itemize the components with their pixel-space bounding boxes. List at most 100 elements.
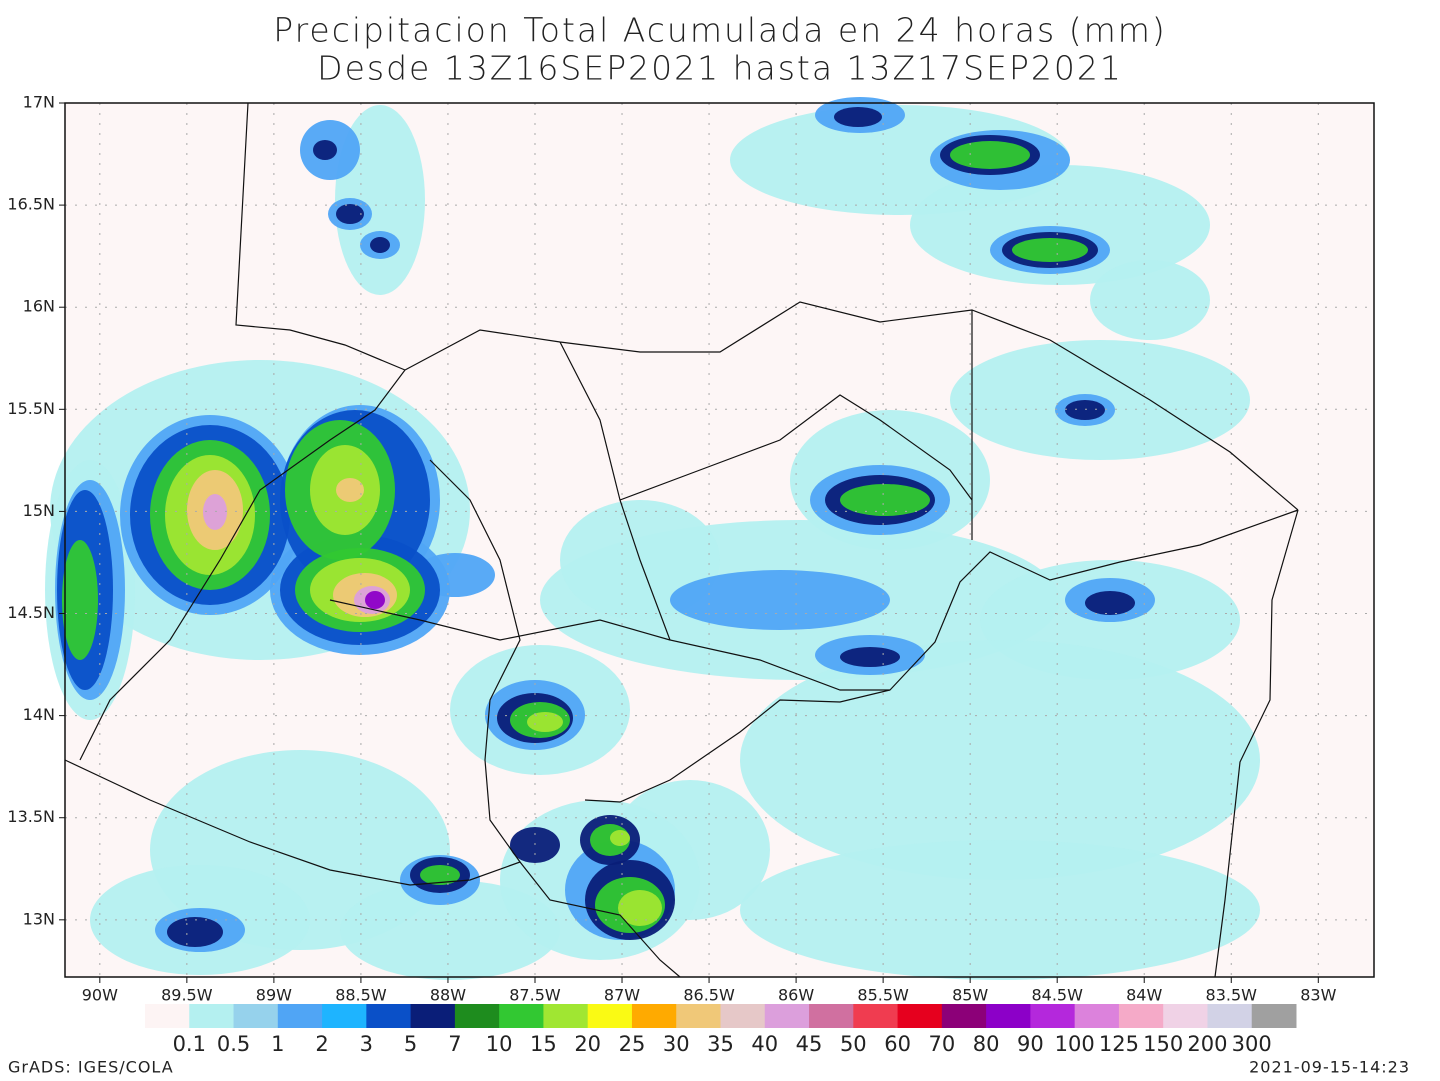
colorbar-swatch <box>587 1004 633 1028</box>
border-line <box>79 369 406 761</box>
map-frame <box>64 102 1375 978</box>
colorbar-swatch <box>764 1004 810 1028</box>
lon-label: 87.5W <box>509 986 561 1005</box>
colorbar-swatch <box>410 1004 456 1028</box>
footer-left: GrADS: IGES/COLA <box>8 1058 174 1077</box>
lat-label: 13N <box>23 909 55 928</box>
colorbar-label: 0.1 <box>173 1032 206 1056</box>
colorbar-label: 100 <box>1055 1032 1095 1056</box>
footer-right: 2021-09-15-14:23 <box>1249 1058 1410 1077</box>
border-line <box>429 459 521 863</box>
colorbar-swatch <box>1163 1004 1208 1028</box>
rain-cell <box>313 140 337 160</box>
colorbar-label: 35 <box>707 1032 734 1056</box>
colorbar-label: 80 <box>973 1032 1000 1056</box>
rain-cell <box>1085 591 1135 615</box>
lat-label: 15N <box>23 501 55 520</box>
lat-label: 13.5N <box>7 807 55 826</box>
colorbar-swatch <box>631 1004 677 1028</box>
colorbar-swatch <box>720 1004 766 1028</box>
border-line <box>559 341 973 501</box>
rain-cell <box>740 640 1260 880</box>
title-line-2: Desde 13Z16SEP2021 hasta 13Z17SEP2021 <box>317 49 1123 88</box>
colorbar-label: 50 <box>840 1032 867 1056</box>
title-line-1: Precipitacion Total Acumulada en 24 hora… <box>273 11 1167 50</box>
rain-cell <box>62 540 98 660</box>
colorbar: 0.1 0.5 1 2 3 5 7 10 15 20 25 30 35 40 45 50 60 70 80 90 100… <box>145 1004 1297 1056</box>
lon-label: 83W <box>1300 986 1336 1005</box>
rain-cell <box>203 494 227 530</box>
colorbar-swatch <box>897 1004 943 1028</box>
coastline <box>404 301 1299 511</box>
coastline <box>1214 509 1299 978</box>
rain-cell <box>910 165 1210 285</box>
lon-label: 88.5W <box>335 986 387 1005</box>
lon-label: 85.5W <box>857 986 909 1005</box>
border-line <box>584 509 1299 803</box>
colorbar-label: 45 <box>796 1032 823 1056</box>
colorbar-swatch <box>1074 1004 1120 1028</box>
rain-cell <box>1012 238 1088 262</box>
rain-cell <box>1090 260 1210 340</box>
colorbar-swatch <box>1030 1004 1076 1028</box>
rain-cell <box>840 484 930 516</box>
lat-label: 15.5N <box>7 399 55 418</box>
colorbar-swatch <box>941 1004 987 1028</box>
colorbar-swatch <box>366 1004 412 1028</box>
lon-label: 84W <box>1126 986 1162 1005</box>
rain-cell <box>336 204 364 224</box>
colorbar-swatch <box>499 1004 544 1028</box>
coastline <box>64 759 681 978</box>
rain-cell <box>365 591 385 609</box>
precipitation-field <box>45 97 1260 980</box>
colorbar-swatch <box>1207 1004 1253 1028</box>
colorbar-swatch <box>543 1004 589 1028</box>
colorbar-label: 90 <box>1017 1032 1044 1056</box>
lon-label: 90W <box>82 986 118 1005</box>
rain-cell <box>834 107 882 127</box>
lon-label: 87W <box>604 986 640 1005</box>
rain-cell <box>420 865 460 885</box>
colorbar-swatch <box>233 1004 279 1028</box>
colorbar-swatch <box>1251 1004 1297 1028</box>
lat-label: 17N <box>23 93 55 112</box>
rain-cell <box>527 712 563 732</box>
colorbar-swatch <box>145 1004 190 1028</box>
colorbar-label: 0.5 <box>217 1032 250 1056</box>
lat-label: 14.5N <box>7 603 55 622</box>
rain-cell <box>340 880 560 980</box>
lat-label: 16N <box>23 297 55 316</box>
border-line <box>329 599 671 641</box>
colorbar-swatch <box>1118 1004 1164 1028</box>
colorbar-swatch <box>322 1004 367 1028</box>
colorbar-label: 300 <box>1232 1032 1272 1056</box>
rain-cell <box>610 830 630 846</box>
colorbar-label: 10 <box>486 1032 513 1056</box>
lat-label: 14N <box>23 705 55 724</box>
colorbar-swatch <box>277 1004 323 1028</box>
rain-cell <box>740 840 1260 980</box>
colorbar-swatch <box>809 1004 854 1028</box>
colorbar-label: 60 <box>884 1032 911 1056</box>
rain-cell <box>336 478 364 502</box>
colorbar-label: 125 <box>1099 1032 1139 1056</box>
lon-label: 84.5W <box>1031 986 1083 1005</box>
colorbar-label: 15 <box>530 1032 557 1056</box>
colorbar-label: 200 <box>1187 1032 1227 1056</box>
lon-label: 85W <box>952 986 988 1005</box>
lon-label: 89W <box>256 986 292 1005</box>
colorbar-label: 70 <box>928 1032 955 1056</box>
colorbar-label: 1 <box>271 1032 284 1056</box>
rain-cell <box>840 647 900 667</box>
colorbar-label: 7 <box>448 1032 461 1056</box>
border-line <box>235 102 406 371</box>
lon-label: 83.5W <box>1206 986 1258 1005</box>
lat-label: 16.5N <box>7 195 55 214</box>
border-line <box>619 499 890 691</box>
colorbar-label: 30 <box>663 1032 690 1056</box>
colorbar-swatch <box>676 1004 721 1028</box>
borders <box>64 102 1299 978</box>
colorbar-label: 25 <box>619 1032 646 1056</box>
colorbar-label: 40 <box>751 1032 778 1056</box>
